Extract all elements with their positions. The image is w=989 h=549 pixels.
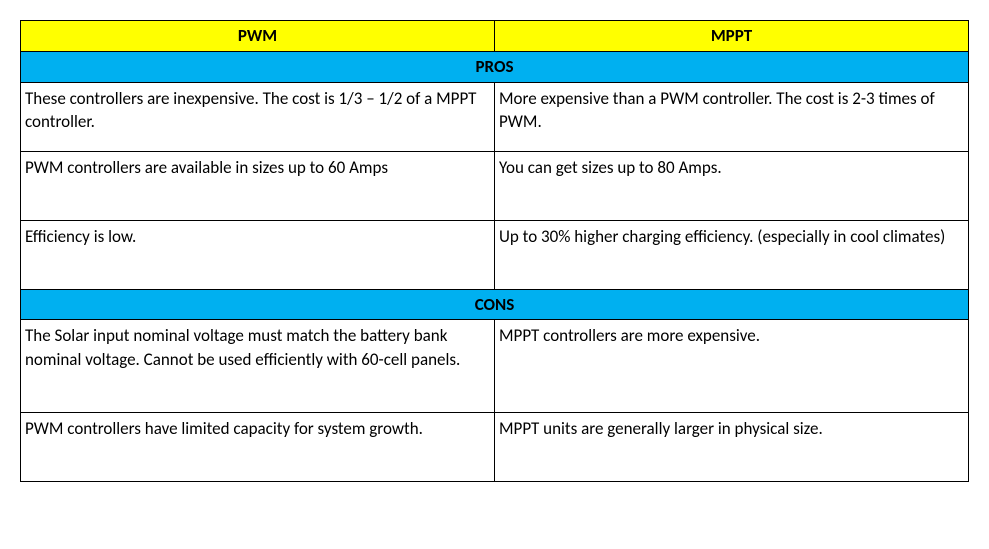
table-row: These controllers are inexpensive. The c… xyxy=(21,82,969,151)
table-row: PWM controllers are available in sizes u… xyxy=(21,151,969,220)
section-row-pros: PROS xyxy=(21,51,969,82)
section-label-pros: PROS xyxy=(21,51,969,82)
cell-mppt: MPPT units are generally larger in physi… xyxy=(495,413,969,482)
column-header-mppt: MPPT xyxy=(495,21,969,52)
cell-pwm: Efficiency is low. xyxy=(21,220,495,289)
cell-mppt: Up to 30% higher charging efficiency. (e… xyxy=(495,220,969,289)
cell-pwm: The Solar input nominal voltage must mat… xyxy=(21,320,495,413)
section-label-cons: CONS xyxy=(21,289,969,320)
cell-pwm: PWM controllers are available in sizes u… xyxy=(21,151,495,220)
table-row: The Solar input nominal voltage must mat… xyxy=(21,320,969,413)
table-row: Efficiency is low. Up to 30% higher char… xyxy=(21,220,969,289)
cell-mppt: More expensive than a PWM controller. Th… xyxy=(495,82,969,151)
cell-pwm: PWM controllers have limited capacity fo… xyxy=(21,413,495,482)
header-row: PWM MPPT xyxy=(21,21,969,52)
table-row: PWM controllers have limited capacity fo… xyxy=(21,413,969,482)
column-header-pwm: PWM xyxy=(21,21,495,52)
comparison-table: PWM MPPT PROS These controllers are inex… xyxy=(20,20,969,482)
cell-pwm: These controllers are inexpensive. The c… xyxy=(21,82,495,151)
section-row-cons: CONS xyxy=(21,289,969,320)
cell-mppt: You can get sizes up to 80 Amps. xyxy=(495,151,969,220)
cell-mppt: MPPT controllers are more expensive. xyxy=(495,320,969,413)
